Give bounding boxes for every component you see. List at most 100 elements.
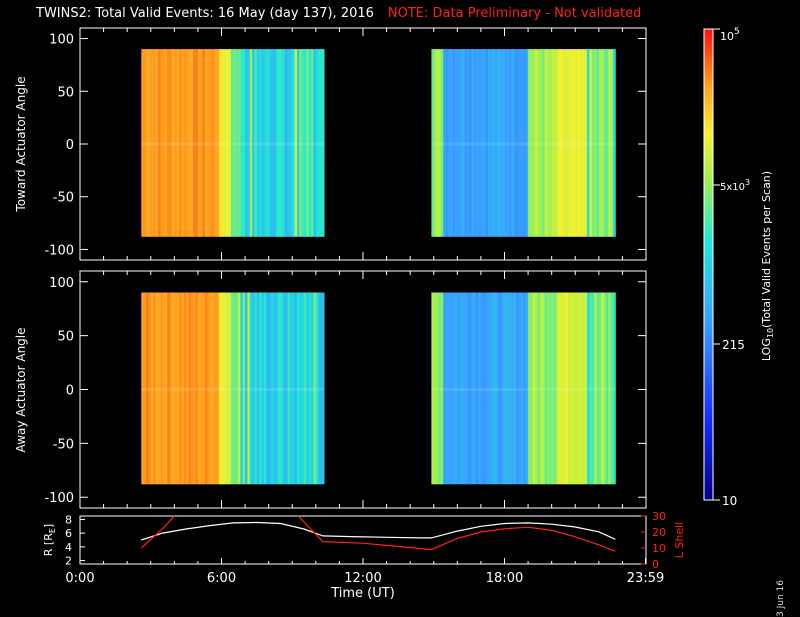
away-heatmap-column	[558, 292, 562, 485]
toward-heatmap-column	[278, 49, 281, 237]
away-heatmap-column	[297, 292, 300, 485]
away-heatmap-column	[561, 292, 564, 485]
toward-heatmap-column	[483, 49, 487, 237]
away-heatmap-column	[306, 292, 310, 485]
away-heatmap-column	[242, 292, 246, 485]
away-heatmap-column	[259, 292, 262, 485]
away-heatmap-column	[294, 292, 298, 485]
away-heatmap-column	[513, 292, 517, 485]
away-heatmap-column	[263, 292, 267, 485]
toward-heatmap-column	[205, 49, 208, 237]
away-heatmap-column	[436, 292, 439, 485]
away-heatmap-column	[197, 292, 201, 485]
toward-heatmap-column	[572, 49, 576, 237]
away-heatmap-column	[146, 292, 149, 485]
away-heatmap-column	[219, 292, 222, 485]
colorbar-tick-5e3: 5x103	[720, 178, 750, 193]
colorbar-gradient	[704, 29, 713, 500]
away-heatmap-column	[594, 292, 597, 485]
lshell-tick-label: 10	[652, 542, 666, 555]
away-heatmap-column	[268, 292, 272, 485]
toward-heatmap-column	[521, 49, 524, 237]
colorbar-frame	[703, 28, 714, 501]
away-heatmap-column	[464, 292, 468, 485]
away-heatmap-column	[162, 292, 166, 485]
lshell-tick-label: 20	[652, 526, 666, 539]
toward-heatmap-column	[214, 49, 218, 237]
toward-heatmap-column	[188, 49, 192, 237]
toward-heatmap-column	[466, 49, 470, 237]
away-heatmap-column	[143, 292, 147, 485]
toward-heatmap-column	[495, 49, 498, 237]
away-heatmap-column	[261, 292, 265, 485]
away-heatmap-column	[190, 292, 194, 485]
title-text: TWINS2: Total Valid Events: 16 May (day …	[36, 6, 374, 21]
away-heatmap-column	[603, 292, 607, 485]
toward-zero-band	[431, 142, 616, 146]
toward-heatmap-column	[450, 49, 454, 237]
toward-heatmap-column	[313, 49, 317, 237]
toward-heatmap-column	[247, 49, 251, 237]
away-heatmap-column	[226, 292, 229, 485]
away-heatmap-column	[459, 292, 463, 485]
away-heatmap-column	[169, 292, 173, 485]
toward-heatmap-column	[223, 49, 227, 237]
away-heatmap-column	[235, 292, 239, 485]
lshell-tick-label: 0	[652, 558, 659, 571]
toward-heatmap-column	[311, 49, 314, 237]
away-heatmap-column	[478, 292, 482, 485]
toward-heatmap-column	[195, 49, 199, 237]
toward-heatmap-column	[308, 49, 312, 237]
away-heatmap-column	[322, 292, 325, 485]
away-heatmap-column	[172, 292, 175, 485]
away-panel: 100 50 0 -50 -100 Away Actuator Angle	[14, 270, 647, 509]
away-heatmap-column	[320, 292, 324, 485]
away-heatmap-column	[596, 292, 600, 485]
away-heatmap-column	[476, 292, 479, 485]
toward-heatmap-column	[167, 49, 171, 237]
colorbar: 105 5x103 215 10 LOG10(Total Valid Event…	[703, 27, 775, 508]
away-heatmap-column	[601, 292, 604, 485]
toward-heatmap-column	[575, 49, 579, 237]
away-heatmap-column	[521, 292, 524, 485]
toward-heatmap-column	[438, 49, 442, 237]
away-heatmap-column	[563, 292, 567, 485]
y-tick-label: 100	[49, 276, 74, 291]
toward-heatmap-column	[160, 49, 163, 237]
away-heatmap-column	[471, 292, 475, 485]
away-heatmap-column	[570, 292, 574, 485]
toward-heatmap-column	[315, 49, 319, 237]
away-zero-band	[431, 387, 616, 392]
away-heatmap-column	[221, 292, 225, 485]
away-heatmap-column	[506, 292, 510, 485]
toward-heatmap-column	[306, 49, 310, 237]
toward-y-label: Toward Actuator Angle	[14, 76, 28, 212]
toward-heatmap-column	[509, 49, 512, 237]
away-heatmap-column	[431, 292, 435, 485]
away-heatmap-column	[591, 292, 595, 485]
toward-heatmap-column	[601, 49, 604, 237]
away-heatmap-column	[492, 292, 496, 485]
toward-heatmap-column	[528, 49, 531, 237]
toward-heatmap-column	[445, 49, 449, 237]
away-heatmap-column	[212, 292, 215, 485]
toward-heatmap-column	[249, 49, 253, 237]
away-heatmap-column	[318, 292, 321, 485]
away-heatmap-column	[613, 292, 616, 485]
toward-heatmap-column	[539, 49, 543, 237]
away-heatmap-column	[580, 292, 583, 485]
away-heatmap-column	[532, 292, 536, 485]
toward-heatmap-column	[518, 49, 522, 237]
away-heatmap-column	[202, 292, 206, 485]
time-tick-label: 0:00	[65, 571, 94, 586]
toward-heatmap-column	[172, 49, 175, 237]
toward-heatmap-column	[245, 49, 248, 237]
away-heatmap-column	[181, 292, 185, 485]
away-heatmap-column	[462, 292, 465, 485]
toward-heatmap-column	[275, 49, 279, 237]
toward-heatmap-column	[537, 49, 541, 237]
toward-heatmap-column	[563, 49, 567, 237]
toward-heatmap-column	[610, 49, 614, 237]
toward-heatmap-column	[193, 49, 196, 237]
toward-heatmap-column	[252, 49, 255, 237]
